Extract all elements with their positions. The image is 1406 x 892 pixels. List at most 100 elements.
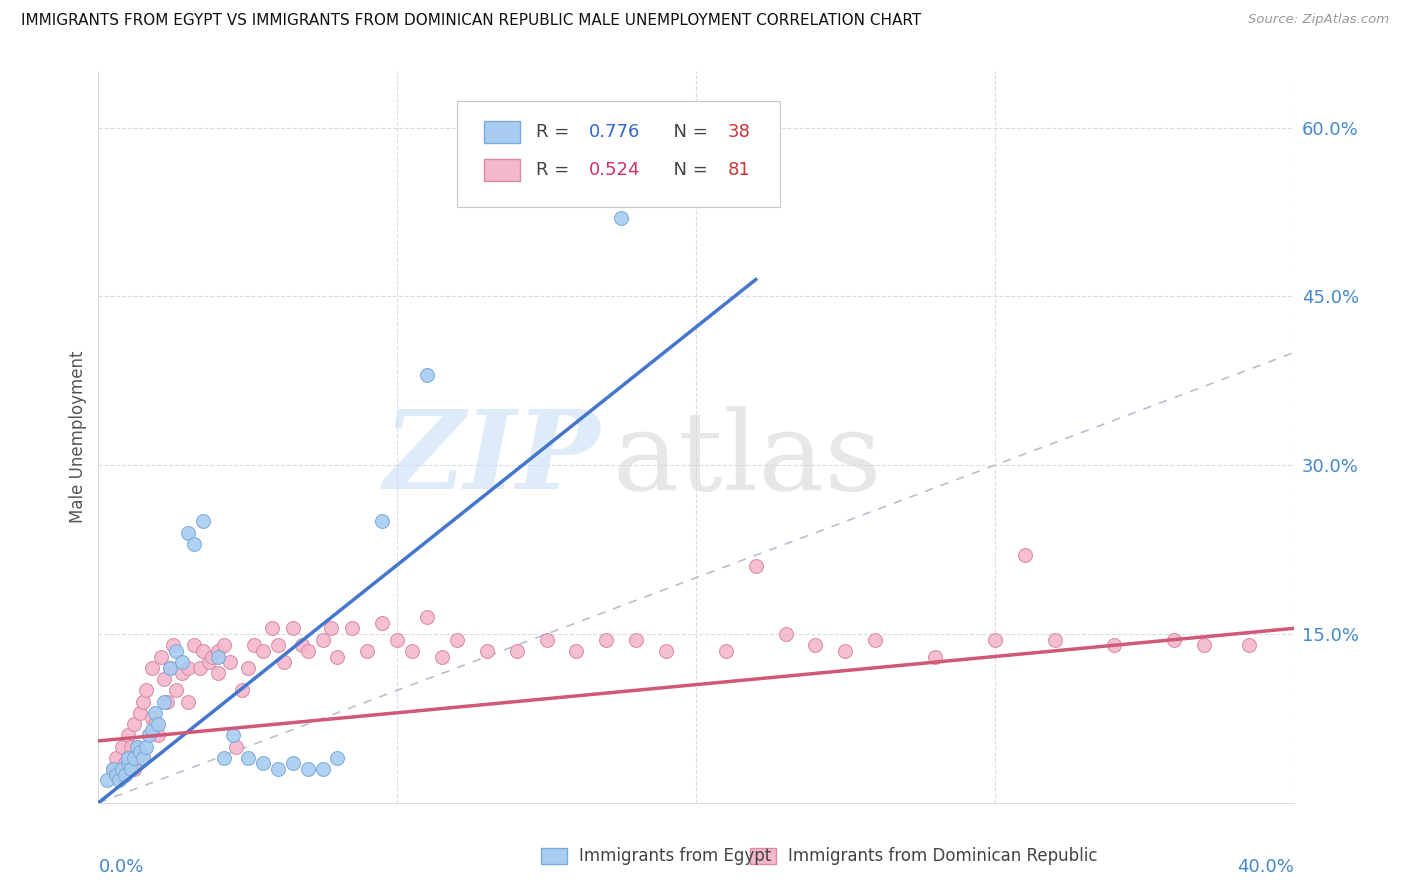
Point — [108, 773, 131, 788]
Point — [148, 728, 170, 742]
Point — [326, 649, 349, 664]
Point — [207, 644, 229, 658]
Point — [124, 751, 146, 765]
Point — [311, 632, 333, 647]
Text: N =: N = — [662, 123, 713, 141]
Point — [138, 728, 160, 742]
Text: Immigrants from Dominican Republic: Immigrants from Dominican Republic — [787, 847, 1098, 865]
Point — [212, 638, 235, 652]
Point — [565, 644, 588, 658]
Point — [273, 655, 295, 669]
Point — [177, 694, 200, 708]
Point — [311, 762, 333, 776]
FancyBboxPatch shape — [749, 848, 776, 864]
Point — [446, 632, 468, 647]
Point — [222, 728, 245, 742]
Point — [120, 762, 142, 776]
Point — [177, 525, 200, 540]
Point — [191, 515, 214, 529]
Text: Immigrants from Egypt: Immigrants from Egypt — [579, 847, 770, 865]
Point — [129, 706, 152, 720]
Point — [385, 632, 409, 647]
Point — [138, 728, 160, 742]
Point — [103, 762, 125, 776]
Point — [141, 661, 163, 675]
Point — [156, 694, 179, 708]
Text: 0.524: 0.524 — [589, 161, 640, 179]
Point — [132, 694, 155, 708]
Point — [135, 683, 157, 698]
Point — [129, 745, 152, 759]
Point — [212, 751, 235, 765]
Point — [281, 621, 304, 635]
Point — [159, 661, 181, 675]
Point — [267, 638, 290, 652]
Text: N =: N = — [662, 161, 713, 179]
Point — [111, 762, 134, 776]
Text: atlas: atlas — [613, 406, 882, 513]
Point — [219, 655, 242, 669]
Point — [1163, 632, 1185, 647]
Point — [207, 649, 229, 664]
Point — [111, 739, 134, 754]
Point — [124, 762, 146, 776]
Point — [207, 666, 229, 681]
Point — [201, 649, 224, 664]
Point — [127, 739, 149, 754]
Point — [162, 638, 184, 652]
Point — [132, 751, 155, 765]
Point — [143, 717, 166, 731]
Point — [141, 711, 163, 725]
Point — [114, 767, 136, 781]
Point — [834, 644, 856, 658]
Point — [165, 644, 187, 658]
Point — [165, 683, 187, 698]
Point — [135, 739, 157, 754]
Point — [117, 728, 139, 742]
Point — [326, 751, 349, 765]
Point — [159, 661, 181, 675]
Text: 81: 81 — [727, 161, 749, 179]
Text: 0.0%: 0.0% — [98, 858, 143, 876]
Point — [267, 762, 290, 776]
Point — [132, 751, 155, 765]
Text: 40.0%: 40.0% — [1237, 858, 1294, 876]
Text: 38: 38 — [727, 123, 751, 141]
Text: R =: R = — [536, 123, 575, 141]
Point — [610, 211, 633, 225]
Point — [188, 661, 211, 675]
Point — [1237, 638, 1260, 652]
Point — [117, 751, 139, 765]
Point — [655, 644, 678, 658]
Point — [236, 661, 259, 675]
Point — [225, 739, 247, 754]
Point — [536, 632, 558, 647]
Point — [191, 644, 214, 658]
Point — [177, 661, 200, 675]
Text: R =: R = — [536, 161, 575, 179]
Text: 0.776: 0.776 — [589, 123, 640, 141]
FancyBboxPatch shape — [457, 101, 780, 207]
Point — [281, 756, 304, 771]
Point — [416, 368, 439, 383]
Point — [401, 644, 423, 658]
Point — [236, 751, 259, 765]
Point — [120, 739, 142, 754]
Point — [153, 672, 176, 686]
Point — [745, 559, 768, 574]
Point — [595, 632, 617, 647]
Point — [291, 638, 314, 652]
Point — [475, 644, 498, 658]
Point — [924, 649, 946, 664]
Point — [626, 632, 648, 647]
Point — [105, 751, 128, 765]
Point — [150, 649, 173, 664]
Point — [371, 615, 394, 630]
Point — [108, 767, 131, 781]
Point — [260, 621, 283, 635]
Point — [297, 762, 319, 776]
Point — [172, 666, 194, 681]
Point — [714, 644, 737, 658]
Point — [105, 767, 128, 781]
Point — [103, 762, 125, 776]
